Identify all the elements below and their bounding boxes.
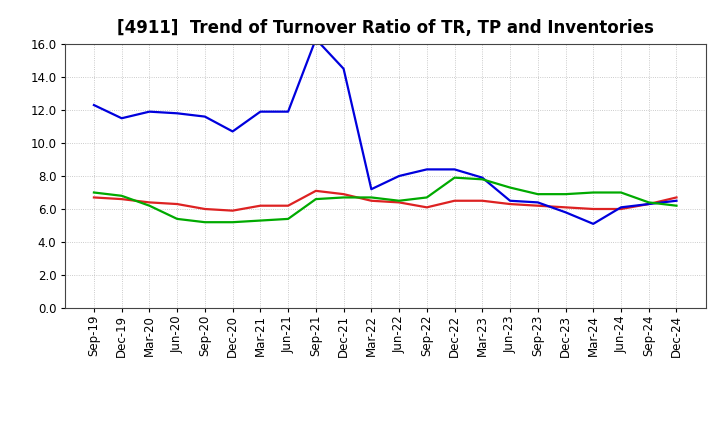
Trade Receivables [256,203,265,209]
Inventories [561,191,570,197]
Trade Payables [589,221,598,227]
Trade Payables [145,109,154,114]
Trade Payables [505,198,514,203]
Inventories [616,190,625,195]
Inventories [644,200,653,205]
Trade Payables [367,187,376,192]
Trade Receivables [589,206,598,212]
Inventories [672,203,681,209]
Trade Receivables [201,206,210,212]
Trade Receivables [644,202,653,207]
Line: Inventories: Inventories [94,178,677,222]
Trade Payables [395,173,403,179]
Inventories [450,175,459,180]
Trade Receivables [173,202,181,207]
Trade Payables [644,202,653,207]
Trade Receivables [423,205,431,210]
Inventories [201,220,210,225]
Inventories [117,193,126,198]
Inventories [89,190,98,195]
Inventories [534,191,542,197]
Trade Receivables [367,198,376,203]
Trade Payables [616,205,625,210]
Inventories [256,218,265,223]
Trade Payables [339,66,348,71]
Trade Payables [534,200,542,205]
Trade Payables [312,37,320,42]
Inventories [367,195,376,200]
Inventories [173,216,181,221]
Trade Payables [228,129,237,134]
Trade Payables [478,175,487,180]
Trade Receivables [450,198,459,203]
Trade Payables [672,198,681,203]
Trade Receivables [561,205,570,210]
Trade Receivables [616,206,625,212]
Line: Trade Receivables: Trade Receivables [94,191,677,211]
Inventories [589,190,598,195]
Trade Receivables [505,202,514,207]
Trade Receivables [478,198,487,203]
Trade Receivables [534,203,542,209]
Trade Payables [173,110,181,116]
Trade Payables [201,114,210,119]
Trade Receivables [339,191,348,197]
Inventories [505,185,514,190]
Trade Receivables [672,195,681,200]
Line: Trade Payables: Trade Payables [94,39,677,224]
Trade Payables [423,167,431,172]
Trade Payables [117,116,126,121]
Trade Receivables [395,200,403,205]
Trade Receivables [312,188,320,194]
Title: [4911]  Trend of Turnover Ratio of TR, TP and Inventories: [4911] Trend of Turnover Ratio of TR, TP… [117,19,654,37]
Inventories [478,176,487,182]
Trade Receivables [228,208,237,213]
Trade Payables [284,109,292,114]
Trade Receivables [89,195,98,200]
Inventories [145,203,154,209]
Trade Payables [256,109,265,114]
Trade Receivables [145,200,154,205]
Inventories [312,196,320,202]
Trade Payables [450,167,459,172]
Inventories [423,195,431,200]
Trade Payables [561,210,570,215]
Inventories [339,195,348,200]
Inventories [395,198,403,203]
Inventories [228,220,237,225]
Trade Receivables [117,196,126,202]
Trade Receivables [284,203,292,209]
Inventories [284,216,292,221]
Trade Payables [89,103,98,108]
